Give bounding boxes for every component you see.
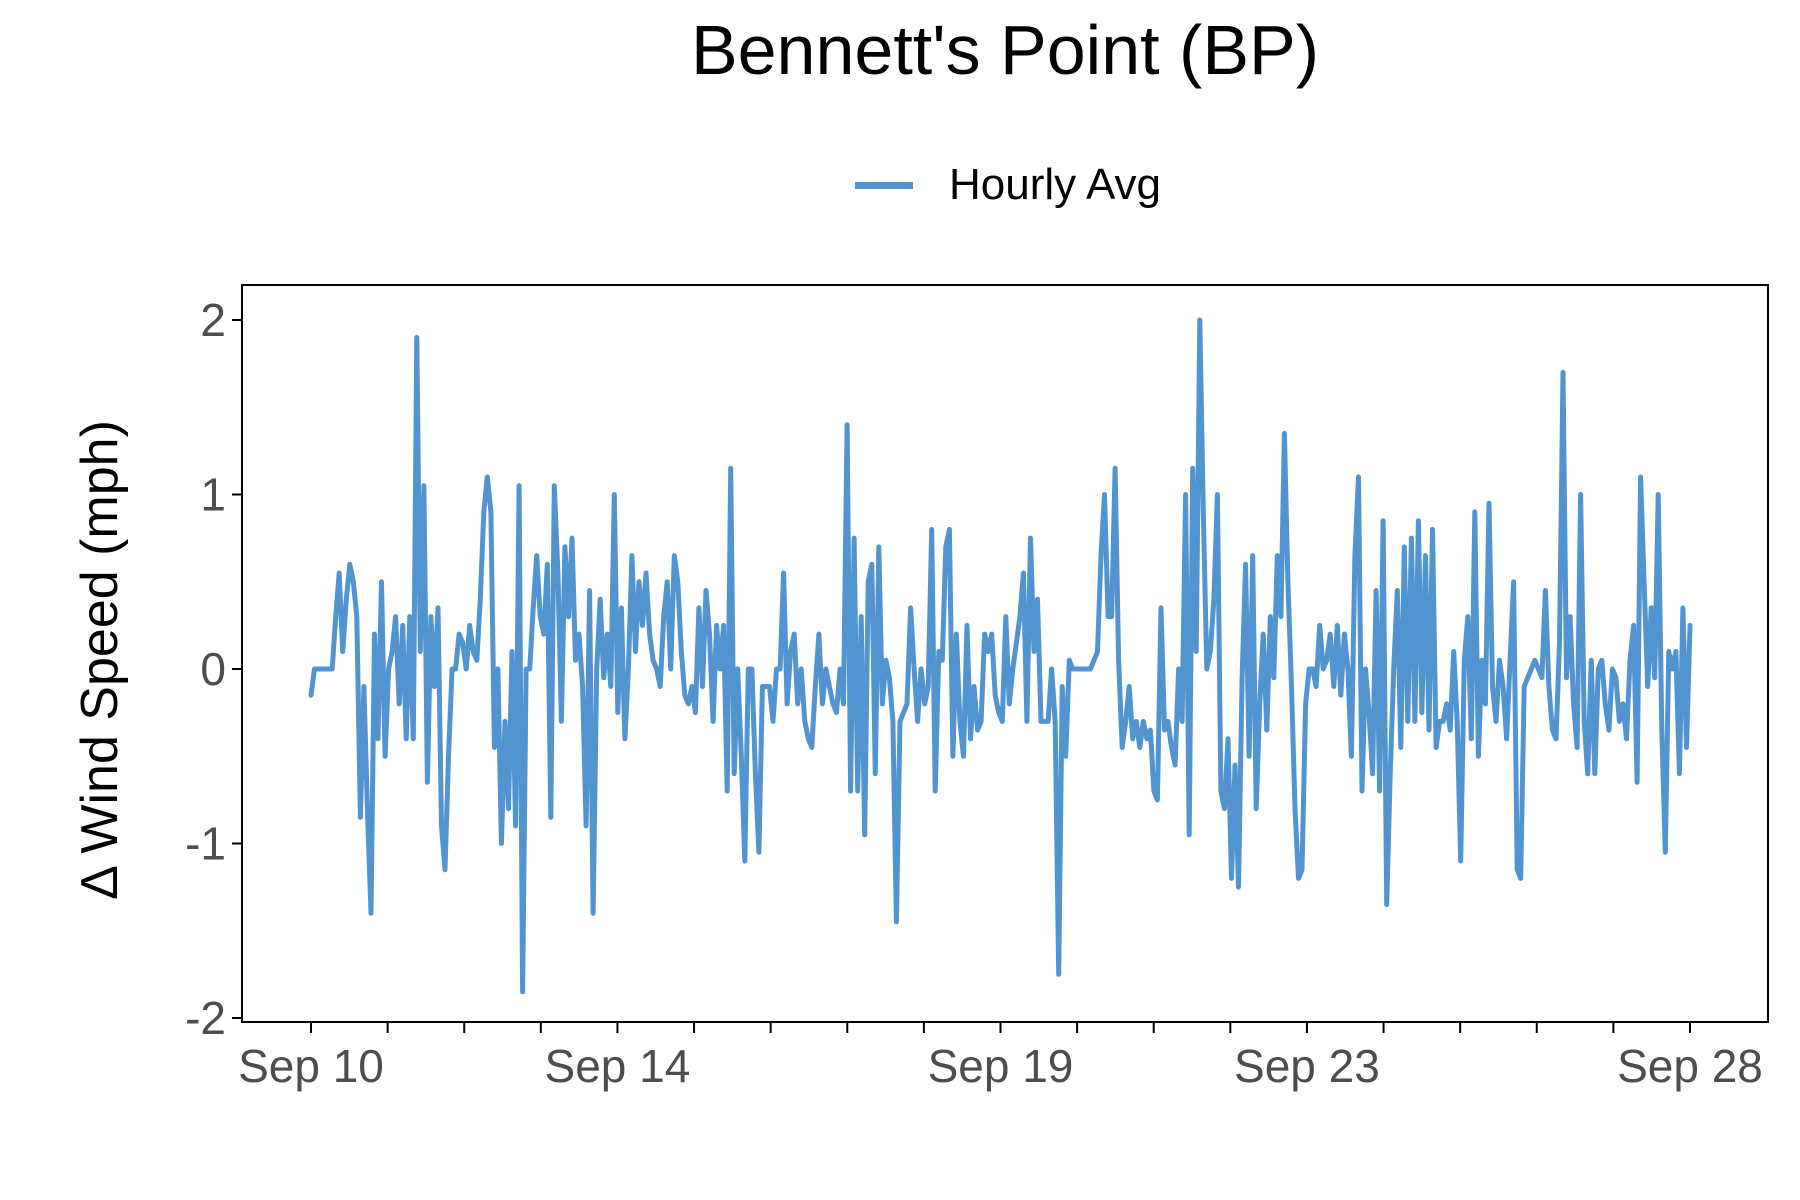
x-tick-label: Sep 19 [928, 1040, 1074, 1092]
chart-title: Bennett's Point (BP) [690, 11, 1320, 89]
y-tick-label: 1 [200, 469, 226, 521]
x-tick-label: Sep 28 [1617, 1040, 1763, 1092]
legend-swatch [855, 181, 913, 189]
y-tick-label: 0 [200, 643, 226, 695]
series-line-hourly-avg [308, 317, 1693, 995]
x-tick-label: Sep 23 [1234, 1040, 1380, 1092]
x-tick-label: Sep 10 [238, 1040, 384, 1092]
legend: Hourly Avg [855, 155, 1161, 215]
legend-label: Hourly Avg [949, 160, 1161, 209]
plot-panel-border [241, 284, 1769, 1023]
y-tick-label: 2 [200, 294, 226, 346]
y-tick-label: -1 [185, 818, 226, 870]
y-tick-label: -2 [185, 992, 226, 1044]
x-tick-label: Sep 14 [545, 1040, 691, 1092]
